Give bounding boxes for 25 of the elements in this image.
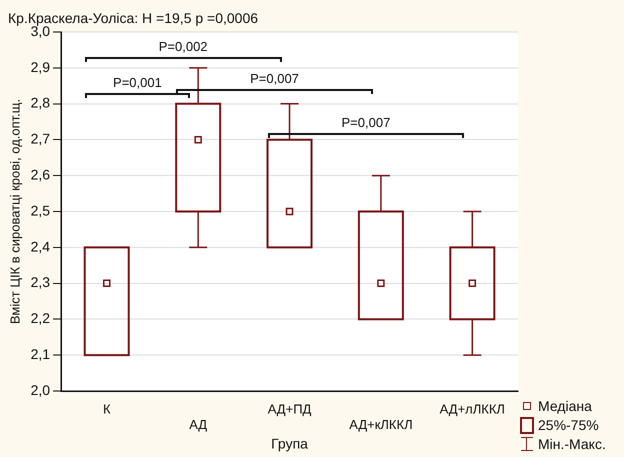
y-tick-label: 2,6 xyxy=(30,166,50,182)
y-tick-label: 2,1 xyxy=(30,346,50,362)
y-tick-label: 2,5 xyxy=(30,202,50,218)
y-axis-title: Вміст ЦІК в сироватці крові, од.опт.щ. xyxy=(7,98,22,324)
y-tick-label: 2,2 xyxy=(30,310,50,326)
x-tick-label: К xyxy=(102,401,111,416)
y-tick-label: 2,3 xyxy=(30,274,50,290)
x-tick-label: АД+ПД xyxy=(268,401,312,416)
text: 25%-75% xyxy=(538,416,599,432)
x-axis-title: Група xyxy=(271,435,308,452)
annotation: P=0,007 xyxy=(342,114,390,130)
chart-title: Кр.Краскела-Уоліса: H =19,5 p =0,0006 xyxy=(8,10,258,26)
y-tick-label: 2,4 xyxy=(30,238,50,254)
x-tick-label: АД+лЛККЛ xyxy=(440,401,505,416)
x-tick-label: АД+кЛККЛ xyxy=(349,416,413,432)
text: Медіана xyxy=(538,398,592,414)
y-tick-label: 2,0 xyxy=(30,382,50,398)
y-tick-label: 2,9 xyxy=(30,58,50,75)
y-tick-label: 2,7 xyxy=(30,130,50,147)
x-tick-label: АД xyxy=(189,416,208,432)
y-tick-label: 2,8 xyxy=(30,94,50,111)
text: Мін.-Макс. xyxy=(538,436,606,452)
annotation: P=0,007 xyxy=(250,71,299,86)
annotation: P=0,002 xyxy=(158,39,208,54)
annotation: P=0,001 xyxy=(113,75,162,90)
